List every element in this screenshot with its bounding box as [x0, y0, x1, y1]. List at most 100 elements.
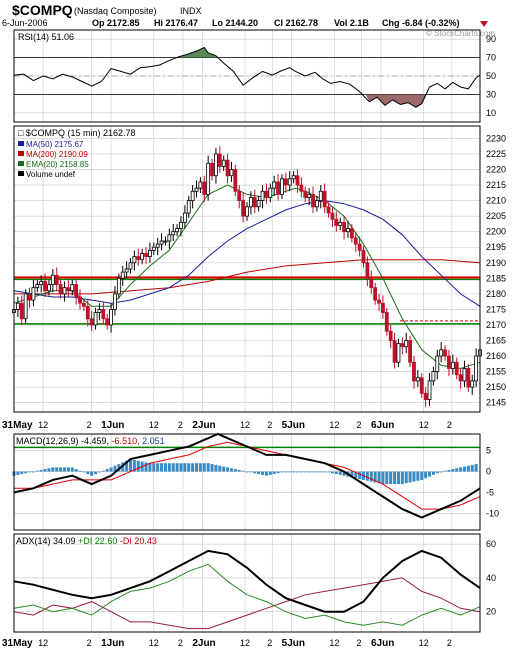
- macd-hist-bar: [466, 465, 470, 472]
- candle-body: [287, 178, 292, 186]
- macd-hist-bar: [350, 471, 354, 478]
- macd-hist-bar: [330, 471, 334, 474]
- candle-body: [404, 340, 409, 348]
- x-tick-label: 31May: [2, 420, 33, 431]
- candle-body: [392, 340, 397, 363]
- x-tick-label: 2: [357, 420, 362, 430]
- macd-hist-bar: [222, 466, 226, 472]
- macd-hist-bar: [257, 471, 261, 475]
- candle-body: [241, 200, 246, 217]
- macd-hist-bar: [156, 463, 160, 472]
- candle-body: [167, 234, 172, 242]
- candle-body: [233, 169, 238, 192]
- macd-hist-bar: [268, 471, 272, 475]
- x-tick-label: 1Jun: [101, 420, 124, 431]
- candle-body: [377, 299, 381, 304]
- price-tick-label: 2190: [486, 258, 506, 268]
- chart-close: Cl 2162.78: [274, 18, 318, 28]
- rsi-tick-label: 30: [486, 89, 496, 99]
- candle-body: [365, 262, 370, 279]
- candle-body: [225, 159, 230, 177]
- macd-hist-bar: [198, 463, 202, 472]
- macd-hist-bar: [218, 465, 222, 472]
- x-tick-label: 5Jun: [282, 420, 305, 431]
- price-tick-label: 2205: [486, 211, 506, 221]
- chart-change: Chg -6.84 (-0.32%): [382, 18, 460, 28]
- macd-hist-bar: [163, 463, 167, 472]
- x-tick-label: 12: [38, 638, 48, 648]
- adx-label: ADX(14) 34.09 +DI 22.60 -DI 20.43: [16, 536, 157, 546]
- candle-body: [74, 284, 79, 298]
- macd-tick-label: -10: [486, 508, 499, 518]
- macd-hist-bar: [303, 471, 307, 473]
- adx-tick-label: 60: [486, 539, 496, 549]
- macd-hist-bar: [132, 459, 136, 472]
- macd-hist-bar: [78, 470, 82, 472]
- macd-hist-bar: [160, 463, 164, 472]
- candle-body: [295, 175, 300, 186]
- candle-body: [454, 361, 459, 376]
- x-tick-label: 2: [447, 638, 452, 648]
- x-tick-label: 12: [240, 638, 250, 648]
- candle-body: [124, 268, 129, 273]
- macd-hist-bar: [365, 471, 369, 481]
- candle-body: [419, 377, 424, 394]
- candle-body: [303, 190, 308, 198]
- macd-hist-bar: [233, 469, 237, 472]
- macd-hist-bar: [229, 468, 233, 472]
- candle-body: [105, 318, 110, 326]
- minus-di-value: -DI 20.43: [120, 536, 157, 546]
- adx-tick-label: 20: [486, 607, 496, 617]
- macd-hist-bar: [136, 460, 140, 472]
- macd-hist-bar: [214, 464, 218, 472]
- legend-swatch: [18, 161, 24, 166]
- down-arrow-icon: [480, 21, 488, 27]
- chart-open: Op 2172.85: [92, 18, 140, 28]
- candle-body: [443, 349, 447, 357]
- candle-body: [136, 256, 141, 261]
- macd-hist-bar: [179, 463, 183, 472]
- x-tick-label: 12: [149, 420, 159, 430]
- macd-hist-bar: [455, 468, 459, 472]
- macd-hist-bar: [86, 471, 90, 475]
- macd-hist-bar: [404, 471, 408, 484]
- macd-tick-label: 5: [486, 446, 491, 456]
- macd-hist-bar: [443, 470, 447, 472]
- macd-hist-bar: [428, 471, 432, 477]
- macd-hist-bar: [55, 467, 59, 472]
- macd-label: MACD(12,26,9) -4.459, -6.510, 2.051: [16, 436, 165, 446]
- price-tick-label: 2230: [486, 133, 506, 143]
- minus-di-line: [13, 577, 481, 630]
- macd-tick-label: -5: [486, 487, 494, 497]
- macd-hist-bar: [113, 465, 117, 472]
- rsi-line: [13, 46, 481, 108]
- macd-hist-bar: [431, 471, 435, 475]
- macd-hist-bar: [311, 471, 315, 473]
- candle-body: [120, 271, 125, 279]
- candle-body: [291, 175, 296, 180]
- macd-hist-bar: [393, 471, 397, 485]
- x-tick-label: 2Jun: [192, 638, 215, 649]
- rsi-oversold-fill: [365, 94, 426, 108]
- price-tick-label: 2160: [486, 351, 506, 361]
- candle-body: [78, 296, 82, 304]
- macd-hist-bar: [82, 471, 86, 473]
- adx-tick-label: 40: [486, 573, 496, 583]
- macd-hist-bar: [315, 471, 319, 473]
- candle-body: [462, 368, 467, 382]
- macd-hist-bar: [319, 471, 323, 473]
- price-tick-label: 2150: [486, 382, 506, 392]
- macd-hist-bar: [424, 471, 428, 479]
- macd-hist-bar: [206, 463, 210, 472]
- chart-high: Hi 2176.47: [154, 18, 198, 28]
- candle-body: [202, 181, 207, 195]
- macd-hist-bar: [307, 471, 311, 473]
- candle-body: [113, 293, 117, 310]
- candle-body: [349, 228, 354, 239]
- price-tick-label: 2165: [486, 336, 506, 346]
- x-tick-label: 12: [419, 420, 429, 430]
- candle-body: [15, 302, 20, 310]
- candle-body: [229, 169, 234, 177]
- candle-body: [431, 371, 436, 382]
- macd-hist-bar: [195, 463, 199, 472]
